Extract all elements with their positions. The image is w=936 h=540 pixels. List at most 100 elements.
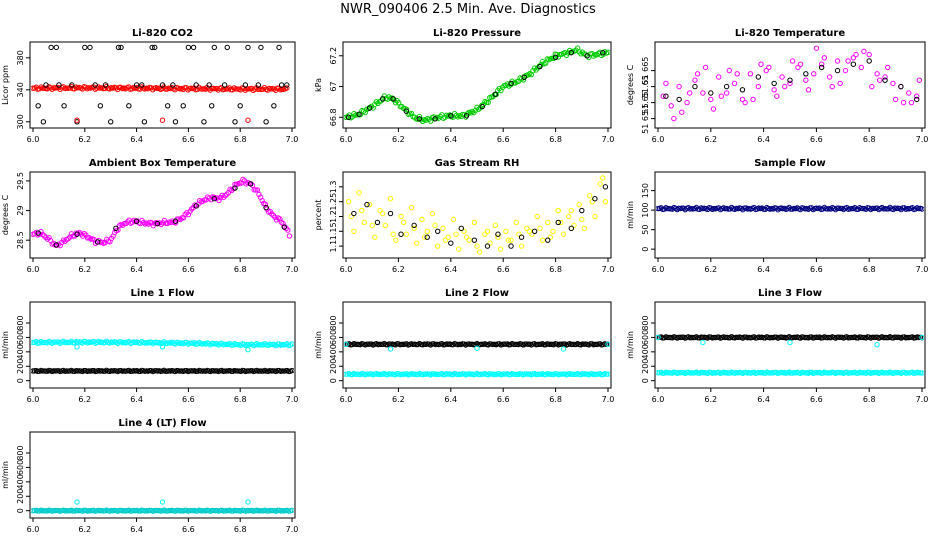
data-point xyxy=(579,207,585,214)
data-point xyxy=(906,90,912,96)
data-point xyxy=(779,74,785,80)
data-point xyxy=(795,64,801,71)
y-tick-label: 100 xyxy=(641,202,650,217)
page-title: NWR_090406 2.5 Min. Ave. Diagnostics xyxy=(340,2,596,17)
data-point xyxy=(398,213,404,220)
series-band xyxy=(656,369,924,377)
data-point xyxy=(742,99,748,106)
data-point xyxy=(440,225,446,232)
data-point xyxy=(232,185,238,191)
data-point xyxy=(284,82,290,88)
data-point xyxy=(716,74,722,80)
y-tick-label: 200 xyxy=(641,359,650,374)
data-point xyxy=(448,113,454,119)
data-point xyxy=(139,82,145,88)
data-point xyxy=(224,44,230,51)
data-point xyxy=(592,213,598,220)
y-tick-label: 400 xyxy=(16,474,25,489)
x-tick-label: 7.0 xyxy=(286,135,299,144)
chart-panel: Ambient Box Temperature degrees C 6.0 6.2 6.… xyxy=(1,158,298,274)
y-tick-label: 800 xyxy=(329,315,338,330)
data-point xyxy=(560,346,567,352)
data-point xyxy=(421,234,428,240)
data-point xyxy=(845,58,851,64)
data-point xyxy=(471,219,478,226)
data-point xyxy=(550,228,556,234)
chart-title: Line 3 Flow xyxy=(758,288,822,299)
data-point xyxy=(411,225,417,232)
y-tick-label: 29.5 xyxy=(16,172,25,190)
data-point xyxy=(861,48,867,55)
data-point xyxy=(182,211,188,217)
data-point xyxy=(87,44,93,51)
data-point xyxy=(747,71,754,77)
data-point xyxy=(834,67,841,74)
data-point xyxy=(74,499,80,505)
data-point xyxy=(411,222,417,229)
data-point xyxy=(133,218,140,224)
data-point xyxy=(263,119,269,125)
data-point xyxy=(842,67,849,74)
data-point xyxy=(118,44,124,51)
x-tick-label: 6.2 xyxy=(78,265,91,274)
data-point xyxy=(260,86,266,92)
data-point xyxy=(35,103,41,109)
x-tick-label: 6.8 xyxy=(234,395,247,404)
data-point xyxy=(552,54,559,61)
data-point xyxy=(379,96,386,102)
chart-title: Gas Stream RH xyxy=(435,158,520,169)
x-tick-label: 7.0 xyxy=(916,395,929,404)
plot-frame xyxy=(29,171,296,259)
series-points xyxy=(74,499,251,505)
data-point xyxy=(115,44,122,51)
data-point xyxy=(916,77,923,83)
data-point xyxy=(526,228,533,234)
x-tick-label: 6.2 xyxy=(392,395,405,404)
data-point xyxy=(281,224,287,230)
data-point xyxy=(853,51,859,58)
data-point xyxy=(755,74,762,80)
y-tick-label: 400 xyxy=(329,344,338,359)
data-point xyxy=(435,228,441,234)
data-point xyxy=(289,341,294,347)
data-point xyxy=(149,44,155,51)
y-tick-label: 1.1 xyxy=(329,240,338,253)
data-point xyxy=(811,71,817,77)
data-point xyxy=(484,228,491,234)
data-point xyxy=(419,216,425,223)
data-point xyxy=(874,341,880,348)
x-tick-label: 7.0 xyxy=(916,135,929,144)
data-point xyxy=(398,231,404,237)
data-point xyxy=(579,216,585,223)
data-point xyxy=(708,90,714,96)
y-tick-label: 800 xyxy=(16,445,25,460)
data-point xyxy=(263,204,269,211)
data-point xyxy=(605,49,610,56)
data-point xyxy=(586,193,593,199)
data-point xyxy=(108,119,114,125)
data-point xyxy=(558,219,564,226)
y-tick-label: 800 xyxy=(16,315,25,330)
data-point xyxy=(485,99,491,106)
data-point xyxy=(803,77,809,83)
x-tick-label: 6.2 xyxy=(704,265,717,274)
data-point xyxy=(201,119,207,125)
data-point xyxy=(518,243,525,249)
data-point xyxy=(589,198,595,205)
data-point xyxy=(348,213,354,220)
data-point xyxy=(539,237,546,243)
data-point xyxy=(850,55,857,61)
data-point xyxy=(185,44,192,51)
data-point xyxy=(56,82,62,88)
chart-title: Li-820 Temperature xyxy=(735,28,845,39)
data-point xyxy=(61,103,67,109)
data-point xyxy=(663,80,669,87)
chart-title: Li-820 Pressure xyxy=(433,28,521,39)
data-point xyxy=(424,228,430,234)
data-point xyxy=(256,191,262,198)
x-tick-label: 6.6 xyxy=(182,135,195,144)
data-point xyxy=(209,103,215,109)
x-tick-label: 6.4 xyxy=(130,135,143,144)
plot-frame xyxy=(654,41,926,129)
data-point xyxy=(545,219,551,226)
